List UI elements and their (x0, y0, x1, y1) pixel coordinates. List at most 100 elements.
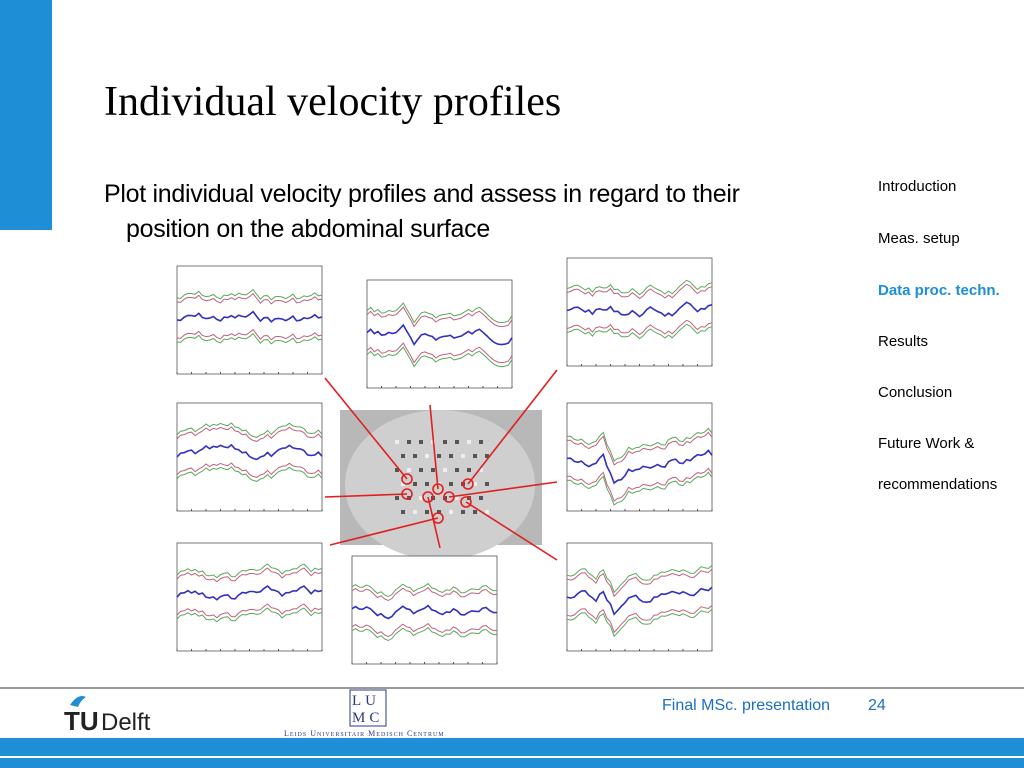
plot-line (366, 302, 513, 324)
electrode (461, 510, 465, 514)
velocity-plot (176, 265, 323, 375)
connector (448, 481, 558, 498)
plot-line (566, 586, 713, 616)
electrode (419, 468, 423, 472)
electrode (479, 440, 483, 444)
electrode (425, 454, 429, 458)
footer-text: Final MSc. presentation (662, 697, 831, 714)
marker-circle (443, 491, 455, 503)
plot-frame (566, 542, 713, 652)
plot-line (351, 622, 498, 638)
connector (324, 377, 408, 480)
electrode (407, 440, 411, 444)
plot-line (566, 467, 713, 502)
plot-line (566, 604, 713, 634)
velocity-plot (366, 279, 513, 389)
plot-line (176, 288, 323, 301)
electrode (473, 454, 477, 458)
plot-line (566, 608, 713, 638)
plot-line (176, 563, 323, 579)
electrode (437, 510, 441, 514)
plot-line (566, 323, 713, 340)
logo-lumc: MC (352, 710, 383, 726)
electrode (479, 496, 483, 500)
velocity-plot (351, 555, 498, 665)
electrode (455, 496, 459, 500)
connector (429, 404, 439, 490)
electrode (437, 454, 441, 458)
plot-line (176, 584, 323, 601)
plot-line (176, 310, 323, 323)
plot-frame (566, 257, 713, 367)
electrode (425, 510, 429, 514)
plot-line (351, 586, 498, 602)
electrode (479, 468, 483, 472)
electrode (401, 454, 405, 458)
marker-circle (432, 483, 444, 495)
bullet-text: position on the abdominal surface (126, 215, 490, 243)
plot-frame (566, 402, 713, 512)
velocity-plot (176, 542, 323, 652)
plot-line (566, 568, 713, 598)
electrode (395, 468, 399, 472)
connector (324, 493, 408, 498)
plot-line (366, 306, 513, 328)
electrode (413, 482, 417, 486)
marker-circle (462, 478, 474, 490)
electrode (467, 468, 471, 472)
plot-line (176, 328, 323, 341)
connector (427, 496, 441, 549)
logo-tu: TU (64, 706, 99, 736)
tu-flame (70, 696, 86, 707)
plot-line (176, 426, 323, 442)
plot-line (176, 422, 323, 438)
electrode (485, 510, 489, 514)
plot-line (366, 323, 513, 347)
plot-line (566, 279, 713, 296)
plot-line (176, 603, 323, 619)
electrode (419, 440, 423, 444)
nav-item[interactable]: Meas. setup (878, 230, 960, 247)
plot-line (351, 626, 498, 642)
plot-line (351, 604, 498, 620)
electrode (401, 482, 405, 486)
marker-circle (460, 496, 472, 508)
plot-line (566, 283, 713, 300)
electrode (449, 510, 453, 514)
electrode (461, 454, 465, 458)
bullet-text: Plot individual velocity profiles and as… (104, 180, 740, 208)
plot-line (176, 567, 323, 583)
electrode (443, 468, 447, 472)
marker-circle (422, 491, 434, 503)
electrode (413, 454, 417, 458)
plot-frame (351, 555, 498, 665)
nav-item[interactable]: Conclusion (878, 384, 953, 401)
marker-circle (401, 488, 413, 500)
velocity-plot (566, 542, 713, 652)
electrode (455, 468, 459, 472)
electrode (485, 454, 489, 458)
plot-line (566, 449, 713, 485)
electrode (449, 454, 453, 458)
velocity-plot (566, 257, 713, 367)
plot-line (566, 301, 713, 318)
electrode (413, 510, 417, 514)
plot-line (566, 431, 713, 466)
plot-line (176, 292, 323, 305)
plot-line (176, 607, 323, 623)
marker-circle (401, 473, 413, 485)
plot-line (176, 332, 323, 345)
electrode (425, 482, 429, 486)
nav-item[interactable]: Introduction (878, 178, 957, 195)
nav-item[interactable]: Data proc. techn. (878, 282, 1000, 299)
electrode (473, 510, 477, 514)
connector (465, 501, 558, 561)
plot-line (351, 582, 498, 598)
electrode (401, 510, 405, 514)
nav-item[interactable]: recommendations (878, 476, 998, 493)
nav-item[interactable]: Results (878, 333, 929, 350)
nav-item[interactable]: Future Work & (878, 435, 975, 452)
logo-lumc-name: Leids Universitair Medisch Centrum (284, 729, 445, 738)
electrode (455, 440, 459, 444)
